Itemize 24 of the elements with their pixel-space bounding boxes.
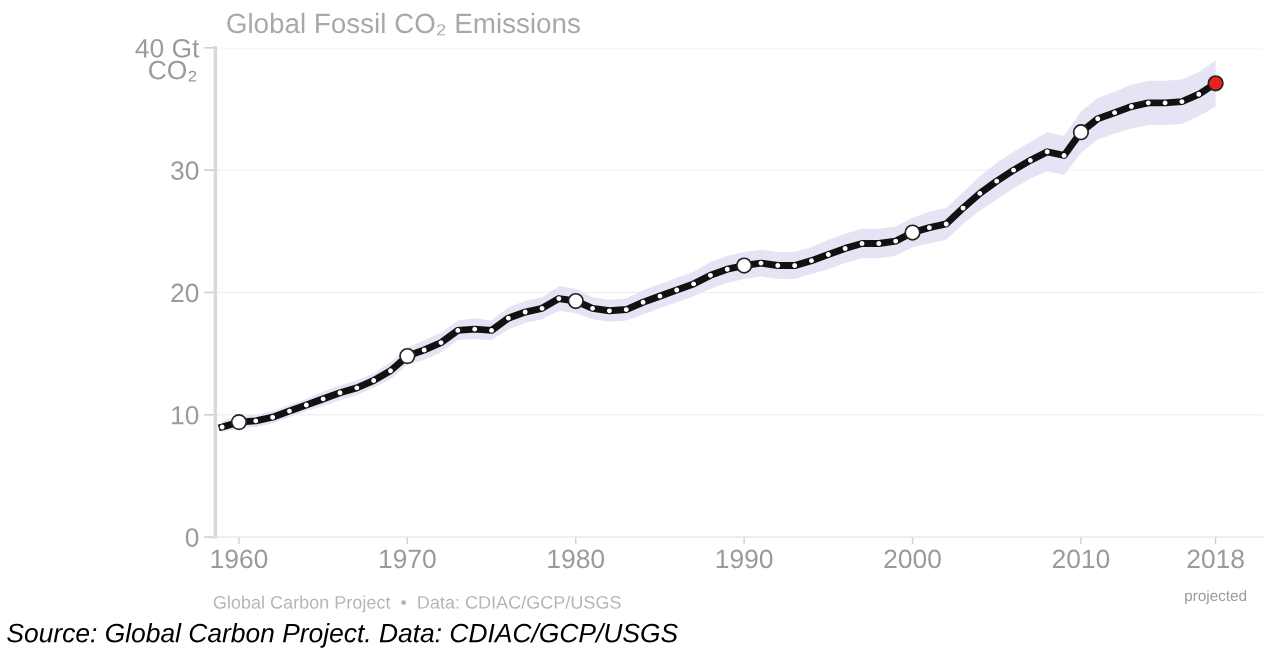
point bbox=[399, 347, 416, 365]
x-tick-label: 2010 bbox=[1052, 549, 1110, 569]
x-tick-label: 1960 bbox=[211, 549, 268, 569]
y-tick-label: 0 bbox=[185, 528, 199, 547]
y-tick-label: 20 bbox=[171, 283, 199, 303]
x-tick-label: 1990 bbox=[716, 549, 773, 569]
chart-title: Global Fossil CO₂ Emissions bbox=[227, 12, 580, 36]
point bbox=[230, 413, 248, 431]
point bbox=[1072, 124, 1090, 141]
y-tick-label: 30 bbox=[171, 161, 199, 180]
point bbox=[736, 257, 753, 274]
point bbox=[904, 224, 921, 241]
x-tick-label: 1980 bbox=[548, 549, 605, 569]
source-note: Source: Global Carbon Project. Data: CDIAC/GCP/USGS bbox=[7, 623, 678, 648]
point bbox=[1207, 75, 1224, 92]
y-axis-title: CO₂ bbox=[149, 60, 197, 82]
point bbox=[567, 292, 584, 310]
text: projected bbox=[1185, 589, 1247, 605]
x-tick-label: 2000 bbox=[884, 549, 941, 569]
text: Global Carbon Project • Data: CDIAC/GCP/USGS bbox=[213, 595, 621, 613]
x-tick-label: 1970 bbox=[380, 549, 436, 569]
y-tick-label: 10 bbox=[172, 405, 199, 425]
x-tick-label: 2018 bbox=[1187, 549, 1244, 569]
y-tick-label: 40 Gt bbox=[135, 38, 200, 58]
